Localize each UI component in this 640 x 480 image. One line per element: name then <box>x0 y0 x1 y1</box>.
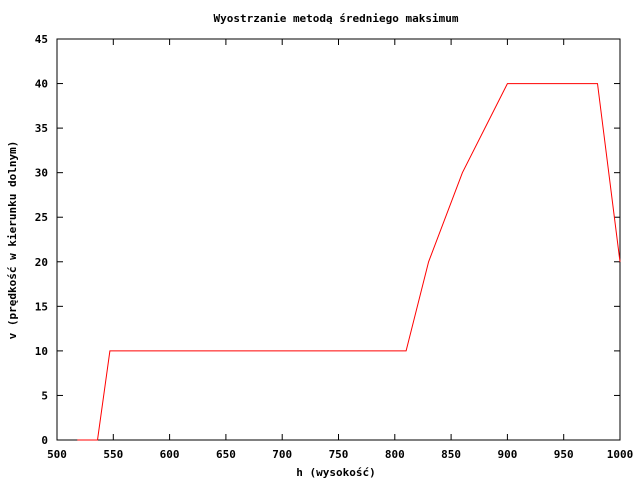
y-tick-label: 20 <box>35 256 48 269</box>
y-axis: 0 5 10 15 20 25 30 35 40 45 <box>35 33 620 447</box>
x-tick-label: 900 <box>497 448 517 461</box>
x-axis-label: h (wysokość) <box>296 466 375 479</box>
series-line <box>77 83 621 441</box>
y-tick-label: 5 <box>41 389 48 402</box>
y-tick-label: 15 <box>35 300 48 313</box>
y-tick-label: 30 <box>35 167 48 180</box>
x-tick-label: 700 <box>272 448 292 461</box>
y-tick-label: 40 <box>35 78 48 91</box>
x-axis: 500 550 600 650 700 750 800 850 900 950 1000 <box>47 39 633 461</box>
x-tick-label: 1000 <box>607 448 634 461</box>
x-tick-label: 950 <box>554 448 574 461</box>
plot-frame <box>56 38 621 441</box>
y-axis-label: v (prędkość w kierunku dolnym) <box>6 141 19 340</box>
y-tick-label: 0 <box>41 434 48 447</box>
x-tick-label: 550 <box>103 448 123 461</box>
y-tick-label: 10 <box>35 345 48 358</box>
y-tick-label: 45 <box>35 33 48 46</box>
x-tick-label: 600 <box>160 448 180 461</box>
y-tick-label: 25 <box>35 211 48 224</box>
x-tick-label: 650 <box>216 448 236 461</box>
y-tick-label: 35 <box>35 122 48 135</box>
x-tick-label: 500 <box>47 448 67 461</box>
x-tick-label: 850 <box>441 448 461 461</box>
series-layer <box>77 83 621 441</box>
chart-title: Wyostrzanie metodą średniego maksimum <box>213 12 458 25</box>
x-tick-label: 750 <box>329 448 349 461</box>
x-tick-label: 800 <box>385 448 405 461</box>
